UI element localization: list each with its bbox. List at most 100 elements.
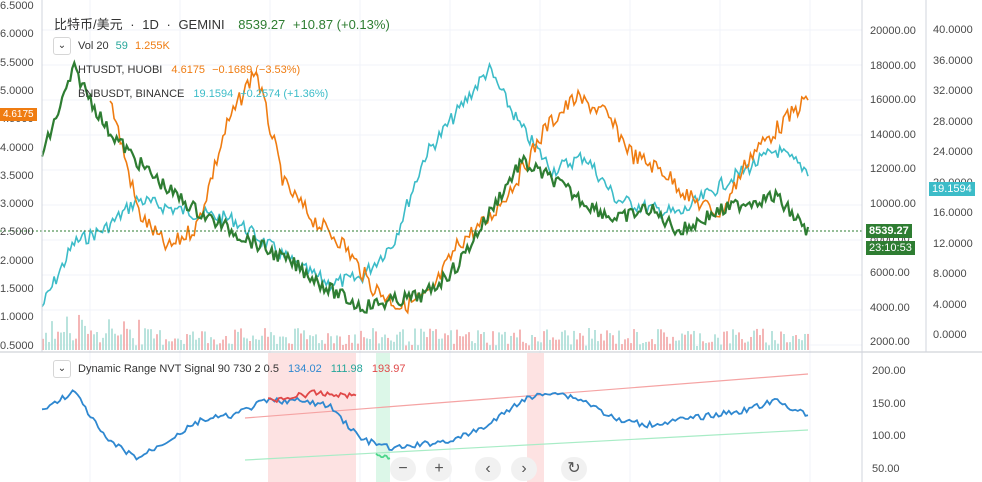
zoom-in-button[interactable]: + <box>426 457 452 481</box>
axis-tick-label: 12.0000 <box>933 237 973 250</box>
axis-tick-label: 1.5000 <box>0 283 34 295</box>
volume-bar <box>342 344 344 350</box>
volume-bar <box>297 328 299 350</box>
volume-value-2: 1.255K <box>134 40 170 52</box>
volume-bar <box>546 329 548 350</box>
axis-tick-label: 50.00 <box>872 462 900 475</box>
exchange-label: GEMINI <box>178 17 225 32</box>
volume-bar <box>216 344 218 350</box>
volume-bar <box>642 343 644 350</box>
volume-bar <box>378 343 380 350</box>
indicator-legend[interactable]: Dynamic Range NVT Signal 90 730 2 0.5 13… <box>78 363 406 375</box>
volume-bar <box>138 319 140 350</box>
volume-bar <box>417 345 419 350</box>
volume-bar <box>363 337 365 350</box>
volume-bar <box>690 334 692 350</box>
volume-bar <box>111 328 113 350</box>
volume-bar <box>648 341 650 350</box>
volume-bar <box>84 325 86 350</box>
volume-bar <box>534 337 536 350</box>
volume-bar <box>51 321 53 350</box>
axis-tick-label: 2.5000 <box>0 226 34 239</box>
axis-tick-label: 16000.00 <box>870 94 916 107</box>
volume-bar <box>717 337 719 350</box>
legend-ht[interactable]: HTUSDT, HUOBI 4.6175 −0.1689 (−3.53%) <box>78 64 300 76</box>
volume-bar <box>75 338 77 350</box>
volume-bar <box>762 328 764 350</box>
volume-bar <box>426 337 428 350</box>
volume-bar <box>609 333 611 350</box>
zoom-out-button[interactable]: − <box>390 457 416 481</box>
volume-bar <box>276 343 278 350</box>
volume-bar <box>555 339 557 350</box>
volume-bar <box>582 335 584 350</box>
volume-bar <box>537 341 539 350</box>
volume-bar <box>798 338 800 350</box>
volume-bar <box>618 330 620 350</box>
volume-bar <box>183 343 185 350</box>
volume-bar <box>120 334 122 350</box>
indicator-value-1: 134.02 <box>288 363 322 375</box>
volume-bar <box>387 337 389 350</box>
volume-bar <box>522 341 524 350</box>
volume-bar <box>189 334 191 350</box>
volume-bar <box>681 333 683 350</box>
volume-bar <box>159 330 161 350</box>
axis-tick-label: 20000.00 <box>870 25 916 37</box>
volume-bar <box>369 339 371 350</box>
volume-bar <box>390 340 392 350</box>
volume-bar <box>669 343 671 350</box>
volume-bar <box>420 328 422 350</box>
volume-bar <box>705 343 707 350</box>
volume-bar <box>732 329 734 350</box>
scroll-left-button[interactable]: ‹ <box>475 457 501 481</box>
legend-volume[interactable]: Vol 20 59 1.255K <box>78 40 170 52</box>
volume-bar <box>324 343 326 350</box>
ht-change: −0.1689 (−3.53%) <box>212 64 301 76</box>
volume-bar <box>372 328 374 350</box>
volume-bar <box>126 328 128 350</box>
volume-bar <box>735 334 737 350</box>
volume-bar <box>321 340 323 350</box>
nvt-band <box>376 353 390 482</box>
volume-bar <box>108 319 110 350</box>
plus-icon: + <box>434 460 444 477</box>
volume-bar <box>594 329 596 350</box>
axis-tick-label: 6.0000 <box>0 28 34 41</box>
collapse-indicator-button[interactable]: ⌄ <box>53 360 71 378</box>
volume-bar <box>645 341 647 350</box>
axis-tick-label: 32.0000 <box>933 85 973 97</box>
legend-bnb[interactable]: BNBUSDT, BINANCE 19.1594 +0.2574 (+1.36%… <box>78 88 328 100</box>
volume-bar <box>423 331 425 350</box>
volume-bar <box>156 334 158 350</box>
volume-bar <box>708 342 710 350</box>
symbol-title[interactable]: 比特币/美元 · 1D · GEMINI 8539.27 +10.87 (+0.… <box>54 14 390 33</box>
volume-bar <box>447 335 449 350</box>
volume-bar <box>711 341 713 350</box>
collapse-legend-button[interactable]: ⌄ <box>53 37 71 55</box>
volume-bar <box>807 333 809 350</box>
volume-bar <box>255 339 257 350</box>
volume-bar <box>354 334 356 350</box>
indicator-name: Dynamic Range NVT Signal 90 730 2 0.5 <box>78 363 279 375</box>
volume-bar <box>603 340 605 350</box>
axis-tick-label: 3.0000 <box>0 198 34 211</box>
volume-bar <box>294 328 296 350</box>
volume-bar <box>81 319 83 350</box>
volume-bar <box>204 331 206 350</box>
scroll-right-button[interactable]: › <box>511 457 537 481</box>
volume-bar <box>495 345 497 350</box>
volume-bar <box>285 337 287 350</box>
reset-chart-button[interactable]: ↻ <box>561 457 587 481</box>
volume-bar <box>564 330 566 350</box>
volume-bar <box>444 333 446 350</box>
volume-bar <box>249 341 251 350</box>
volume-bar <box>141 344 143 350</box>
volume-bar <box>621 344 623 350</box>
volume-bar <box>699 333 701 350</box>
volume-bar <box>606 330 608 350</box>
ht-value: 4.6175 <box>171 64 206 76</box>
volume-bar <box>684 334 686 350</box>
